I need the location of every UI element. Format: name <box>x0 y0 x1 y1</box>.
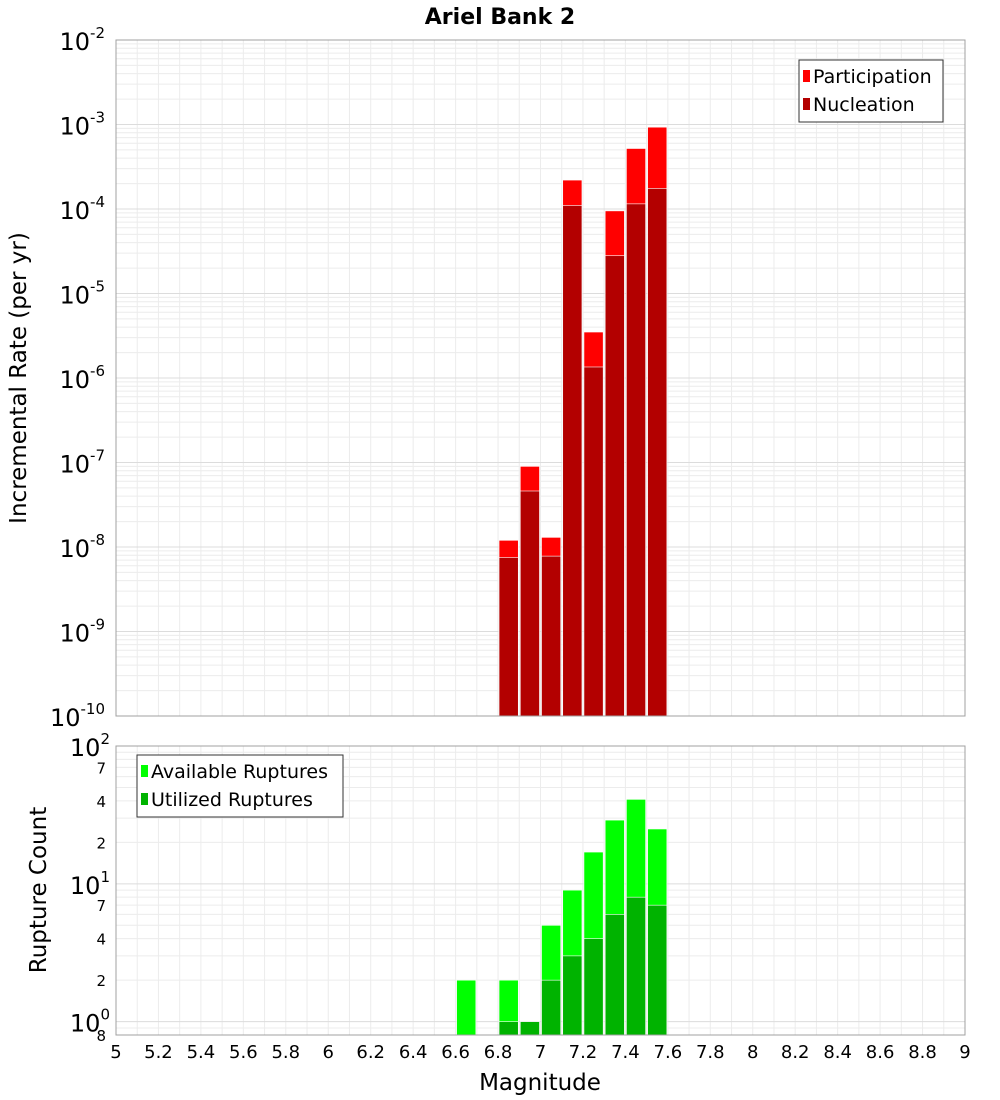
bottom-y-minor-tick-label: 4 <box>96 793 106 811</box>
bottom-y-minor-tick-label: 8 <box>96 1027 106 1045</box>
x-tick-label: 8.6 <box>866 1042 895 1063</box>
series-b-bar <box>562 955 583 1036</box>
x-tick-label: 9 <box>959 1042 970 1063</box>
top-y-tick-label: 10-7 <box>59 447 105 479</box>
x-tick-label: 8.8 <box>908 1042 937 1063</box>
series-b-bar <box>519 1021 540 1036</box>
series-a-bar <box>456 979 477 1036</box>
x-tick-label: 6.6 <box>441 1042 470 1063</box>
x-tick-label: 7.2 <box>569 1042 598 1063</box>
legend-box <box>798 59 944 123</box>
series-b-bar <box>541 979 562 1036</box>
series-b-bar <box>562 205 583 717</box>
x-tick-label: 5.6 <box>229 1042 258 1063</box>
x-tick-label: 8 <box>747 1042 758 1063</box>
legend-swatch <box>803 98 810 110</box>
x-tick-label: 8.4 <box>823 1042 852 1063</box>
bottom-y-tick-label: 100 <box>70 1006 110 1038</box>
x-tick-label: 5.4 <box>187 1042 216 1063</box>
bottom-y-tick-label: 102 <box>70 730 110 762</box>
legend-label: Nucleation <box>813 94 915 116</box>
top-y-tick-label: 10-3 <box>59 109 105 141</box>
x-tick-label: 5.8 <box>271 1042 300 1063</box>
chart-title: Ariel Bank 2 <box>425 5 575 30</box>
bottom-panel: 102 101 100 7 4 2 7 4 2 8 Rupture Count Available… <box>26 730 966 1045</box>
top-panel: 10-10 10-9 10-8 10-7 10-6 10-5 10-4 10-3 10-2 In… <box>6 24 966 732</box>
top-y-axis-label: Incremental Rate (per yr) <box>6 232 32 524</box>
legend-box <box>136 754 344 818</box>
x-tick-label: 7.6 <box>654 1042 683 1063</box>
series-b-bar <box>498 1021 519 1036</box>
bottom-bars <box>456 799 668 1036</box>
bottom-y-tick-label: 101 <box>70 868 110 900</box>
x-tick-label: 5 <box>110 1042 121 1063</box>
x-tick-label: 7.8 <box>696 1042 725 1063</box>
top-y-tick-label: 10-4 <box>59 193 105 225</box>
x-tick-label: 6.2 <box>356 1042 385 1063</box>
series-b-bar <box>626 896 646 1036</box>
series-b-bar <box>583 938 604 1036</box>
bottom-legend: Available Ruptures Utilized Ruptures <box>136 754 344 818</box>
top-grid <box>115 40 966 717</box>
x-tick-label: 6.8 <box>484 1042 513 1063</box>
legend-swatch <box>141 765 148 777</box>
x-axis-label: Magnitude <box>479 1070 601 1096</box>
bottom-y-minor-tick-label: 7 <box>96 759 106 777</box>
x-tick-label: 6 <box>323 1042 334 1063</box>
bottom-y-axis-label: Rupture Count <box>26 807 52 973</box>
top-y-tick-label: 10-2 <box>59 24 105 56</box>
legend-swatch <box>803 70 810 82</box>
x-tick-label: 7 <box>535 1042 546 1063</box>
top-y-tick-label: 10-8 <box>59 531 105 563</box>
series-b-bar <box>647 904 668 1036</box>
x-ticks: 5 5.2 5.4 5.6 5.8 6 6.2 6.4 6.6 6.8 7 7.2 7.4 7.6 7.8 8… <box>110 1042 970 1063</box>
series-b-bar <box>583 366 604 717</box>
top-y-tick-label: 10-6 <box>59 362 105 394</box>
series-b-bar <box>541 555 562 717</box>
top-y-ticks: 10-10 10-9 10-8 10-7 10-6 10-5 10-4 10-3 10-2 <box>50 24 105 732</box>
legend-label: Utilized Ruptures <box>151 789 313 811</box>
top-plot-frame <box>115 39 966 717</box>
legend-label: Available Ruptures <box>151 761 328 783</box>
bottom-y-minor-tick-label: 4 <box>96 931 106 949</box>
series-b-bar <box>604 914 625 1036</box>
x-tick-label: 8.2 <box>781 1042 810 1063</box>
series-b-bar <box>519 490 540 717</box>
top-y-tick-label: 10-5 <box>59 278 105 310</box>
top-bars <box>498 126 668 717</box>
series-b-bar <box>647 188 668 717</box>
top-y-tick-label: 10-10 <box>50 700 105 732</box>
bottom-y-minor-tick-label: 7 <box>96 897 106 915</box>
top-legend: Participation Nucleation <box>798 59 944 123</box>
x-tick-label: 7.4 <box>611 1042 640 1063</box>
legend-swatch <box>141 793 148 805</box>
bottom-y-minor-tick-label: 2 <box>96 834 106 852</box>
bottom-grid <box>115 746 966 1036</box>
bottom-y-minor-tick-label: 2 <box>96 972 106 990</box>
series-b-bar <box>626 203 646 717</box>
series-b-bar <box>498 557 519 717</box>
top-y-tick-label: 10-9 <box>59 616 105 648</box>
bottom-plot-frame <box>115 745 966 1036</box>
legend-label: Participation <box>813 66 932 88</box>
x-tick-label: 6.4 <box>399 1042 428 1063</box>
series-b-bar <box>604 255 625 717</box>
x-tick-label: 5.2 <box>144 1042 173 1063</box>
bottom-y-ticks: 102 101 100 7 4 2 7 4 2 8 <box>70 730 110 1045</box>
